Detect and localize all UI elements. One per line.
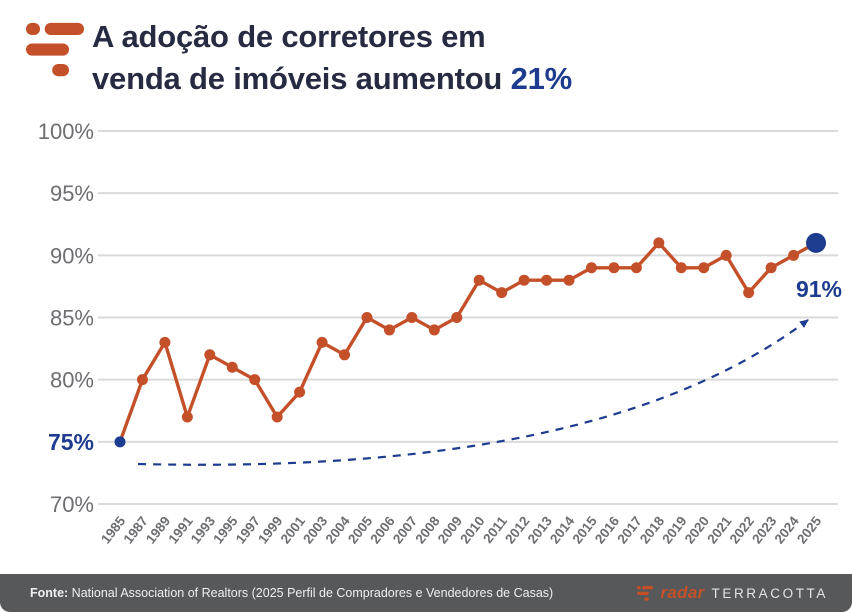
data-point — [361, 312, 373, 323]
x-tick-label: 2013 — [525, 513, 556, 546]
x-tick-label: 2010 — [457, 514, 487, 547]
data-point — [204, 349, 216, 361]
end-value-label: 91% — [796, 276, 842, 302]
data-point — [316, 336, 328, 348]
logo-segment — [26, 22, 41, 36]
source-body: National Association of Realtors (2025 P… — [71, 586, 554, 600]
data-point — [136, 374, 148, 386]
logo-segment — [642, 585, 654, 589]
data-point — [675, 262, 687, 274]
x-tick-label: 1985 — [98, 513, 129, 546]
brand-lockup: radar TERRACOTTA — [637, 583, 828, 603]
brand-name-terracotta: TERRACOTTA — [711, 585, 828, 601]
x-tick-label: 1991 — [165, 513, 196, 546]
data-point — [720, 249, 732, 261]
x-tick-label: 2021 — [704, 513, 735, 546]
x-tick-label: 2015 — [570, 513, 601, 546]
source-label: Fonte: — [30, 586, 69, 600]
x-tick-label: 2004 — [323, 513, 354, 546]
title-highlight: 21% — [510, 61, 573, 97]
data-point — [428, 324, 440, 336]
brand-name-radar: radar — [660, 583, 705, 602]
x-tick-label: 1989 — [143, 514, 173, 547]
x-tick-label: 2008 — [412, 513, 443, 546]
x-tick-label: 2017 — [614, 514, 644, 547]
x-tick-label: 2022 — [727, 514, 757, 547]
end-point — [806, 232, 826, 253]
data-point — [406, 312, 418, 323]
y-tick-label: 100% — [38, 119, 94, 144]
data-point — [630, 262, 642, 274]
data-point — [496, 287, 508, 299]
data-point — [765, 262, 777, 274]
x-tick-label: 1987 — [120, 514, 150, 547]
x-tick-label: 2007 — [390, 514, 420, 547]
title-line2: venda de imóveis aumentou — [92, 61, 511, 97]
data-point — [788, 249, 800, 261]
logo-segment — [637, 591, 650, 595]
source-text: Fonte: National Association of Realtors … — [30, 586, 553, 600]
x-tick-label: 2012 — [502, 514, 532, 547]
x-tick-label: 2005 — [345, 513, 376, 546]
x-tick-label: 2003 — [300, 513, 331, 546]
data-point — [226, 361, 238, 373]
data-point — [159, 336, 171, 348]
logo-segment — [637, 585, 642, 589]
data-point — [541, 274, 553, 286]
x-tick-label: 2018 — [637, 513, 668, 546]
x-tick-label: 2020 — [682, 514, 712, 547]
data-point — [181, 411, 193, 423]
y-tick-label: 70% — [50, 492, 94, 517]
logo-segment — [44, 22, 84, 36]
logo-segment — [644, 596, 650, 601]
x-tick-label: 2023 — [749, 513, 780, 546]
data-point — [608, 262, 620, 274]
x-tick-label: 2025 — [794, 513, 825, 546]
data-point — [249, 374, 261, 386]
x-tick-label: 2016 — [592, 513, 623, 546]
data-point — [653, 237, 665, 249]
y-tick-label: 80% — [50, 368, 94, 393]
data-point — [563, 274, 575, 286]
y-tick-label: 85% — [50, 306, 94, 331]
data-point — [451, 312, 463, 323]
y-tick-label: 90% — [50, 243, 94, 268]
data-point — [518, 274, 530, 286]
x-tick-label: 2019 — [659, 514, 689, 547]
brand-logo-icon — [26, 22, 84, 77]
title-line1: A adoção de corretores em — [92, 19, 486, 54]
data-point — [743, 287, 755, 299]
x-tick-label: 1997 — [233, 514, 263, 547]
data-point — [473, 274, 485, 286]
data-point — [339, 349, 351, 361]
data-point — [294, 386, 306, 398]
header: A adoção de corretores em venda de imóvei… — [0, 0, 852, 118]
x-tick-label: 2009 — [435, 514, 465, 547]
data-point — [271, 411, 283, 423]
x-tick-label: 1993 — [188, 513, 219, 546]
data-point — [383, 324, 395, 336]
chart-title: A adoção de corretores em venda de imóvei… — [92, 16, 572, 100]
x-tick-label: 1995 — [210, 513, 241, 546]
x-tick-label: 1999 — [255, 514, 285, 547]
series-line — [118, 241, 818, 444]
x-tick-label: 2024 — [772, 513, 803, 546]
logo-segment — [26, 43, 70, 56]
x-tick-label: 2001 — [278, 513, 309, 546]
logo-segment — [52, 64, 70, 77]
brand-logo-icon-small — [637, 585, 654, 601]
start-point — [114, 436, 126, 448]
source-footer: Fonte: National Association of Realtors … — [0, 574, 852, 612]
y-tick-label: 95% — [50, 181, 94, 206]
x-tick-label: 2006 — [367, 513, 398, 546]
x-tick-label: 2014 — [547, 513, 578, 546]
data-point — [698, 262, 710, 274]
y-tick-label: 75% — [48, 429, 94, 455]
trend-arrow — [137, 319, 809, 466]
data-point — [585, 262, 597, 274]
